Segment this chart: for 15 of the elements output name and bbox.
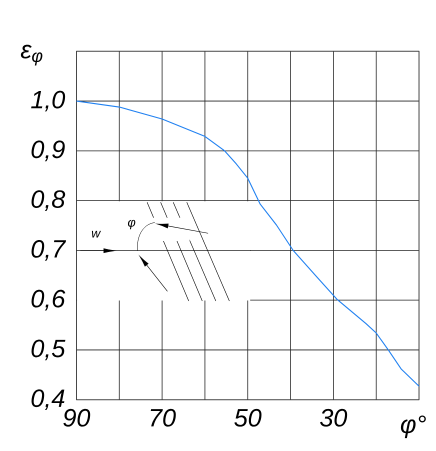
x-tick-label: 50 [234, 408, 262, 427]
y-tick-label: 0,9 [31, 140, 65, 162]
x-tick-label: 30 [320, 408, 347, 427]
y-tick-label: 0,8 [31, 190, 65, 211]
x-axis-title: φ° [400, 415, 426, 438]
x-tick-label: 90 [63, 408, 90, 427]
x-tick-label: 70 [150, 408, 176, 427]
y-tick-label: 1,0 [30, 90, 65, 112]
y-tick-label: 0,5 [31, 340, 66, 360]
annotation: w [92, 230, 101, 238]
y-tick-label: 0,4 [31, 389, 64, 410]
annotation: φ [128, 220, 136, 230]
y-axis-title: ε$_{φ}$ [20, 44, 42, 66]
y-tick-label: 0,6 [31, 290, 66, 311]
y-tick-label: 0,7 [31, 240, 66, 261]
